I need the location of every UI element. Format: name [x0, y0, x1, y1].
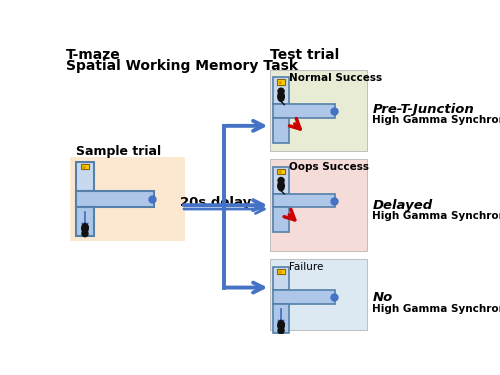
Ellipse shape	[82, 224, 88, 233]
Bar	[277, 268, 285, 274]
Ellipse shape	[278, 181, 284, 191]
Bar	[274, 118, 289, 143]
Circle shape	[278, 88, 284, 94]
Text: Sample trial: Sample trial	[76, 145, 162, 158]
Bar	[274, 207, 289, 232]
Text: High Gamma Synchrony: High Gamma Synchrony	[372, 211, 500, 221]
Bar	[76, 207, 94, 236]
Text: Delayed: Delayed	[372, 199, 433, 212]
Text: 20s delay: 20s delay	[180, 196, 252, 209]
Text: Failure: Failure	[289, 262, 323, 272]
Text: Pre-T-Junction: Pre-T-Junction	[372, 103, 474, 116]
Bar	[274, 166, 289, 194]
Bar	[274, 267, 289, 290]
Bar	[70, 157, 185, 242]
Text: Test trial: Test trial	[270, 48, 340, 62]
Text: T-maze: T-maze	[66, 48, 121, 62]
Circle shape	[280, 171, 281, 173]
Text: No: No	[372, 291, 393, 304]
Bar	[274, 194, 336, 207]
Bar	[274, 304, 289, 333]
Circle shape	[280, 271, 281, 273]
Bar	[274, 104, 336, 118]
Circle shape	[278, 328, 284, 334]
Text: High Gamma Synchrony: High Gamma Synchrony	[372, 304, 500, 314]
Bar	[277, 79, 285, 85]
Ellipse shape	[278, 320, 284, 330]
Bar	[81, 164, 89, 170]
Circle shape	[82, 231, 88, 237]
Bar	[270, 70, 367, 151]
Bar	[76, 191, 154, 207]
Text: Spatial Working Memory Task: Spatial Working Memory Task	[66, 59, 298, 73]
Ellipse shape	[278, 92, 284, 102]
Bar	[270, 159, 367, 251]
Text: Normal Success: Normal Success	[289, 73, 382, 83]
Text: High Gamma Synchrony: High Gamma Synchrony	[372, 115, 500, 125]
Bar	[274, 290, 336, 304]
Circle shape	[84, 166, 85, 168]
Bar	[76, 162, 94, 191]
Bar	[277, 169, 285, 174]
Circle shape	[278, 177, 284, 183]
Circle shape	[280, 82, 281, 84]
Bar	[270, 259, 367, 330]
Text: Oops Success: Oops Success	[289, 162, 369, 172]
Bar	[274, 77, 289, 104]
